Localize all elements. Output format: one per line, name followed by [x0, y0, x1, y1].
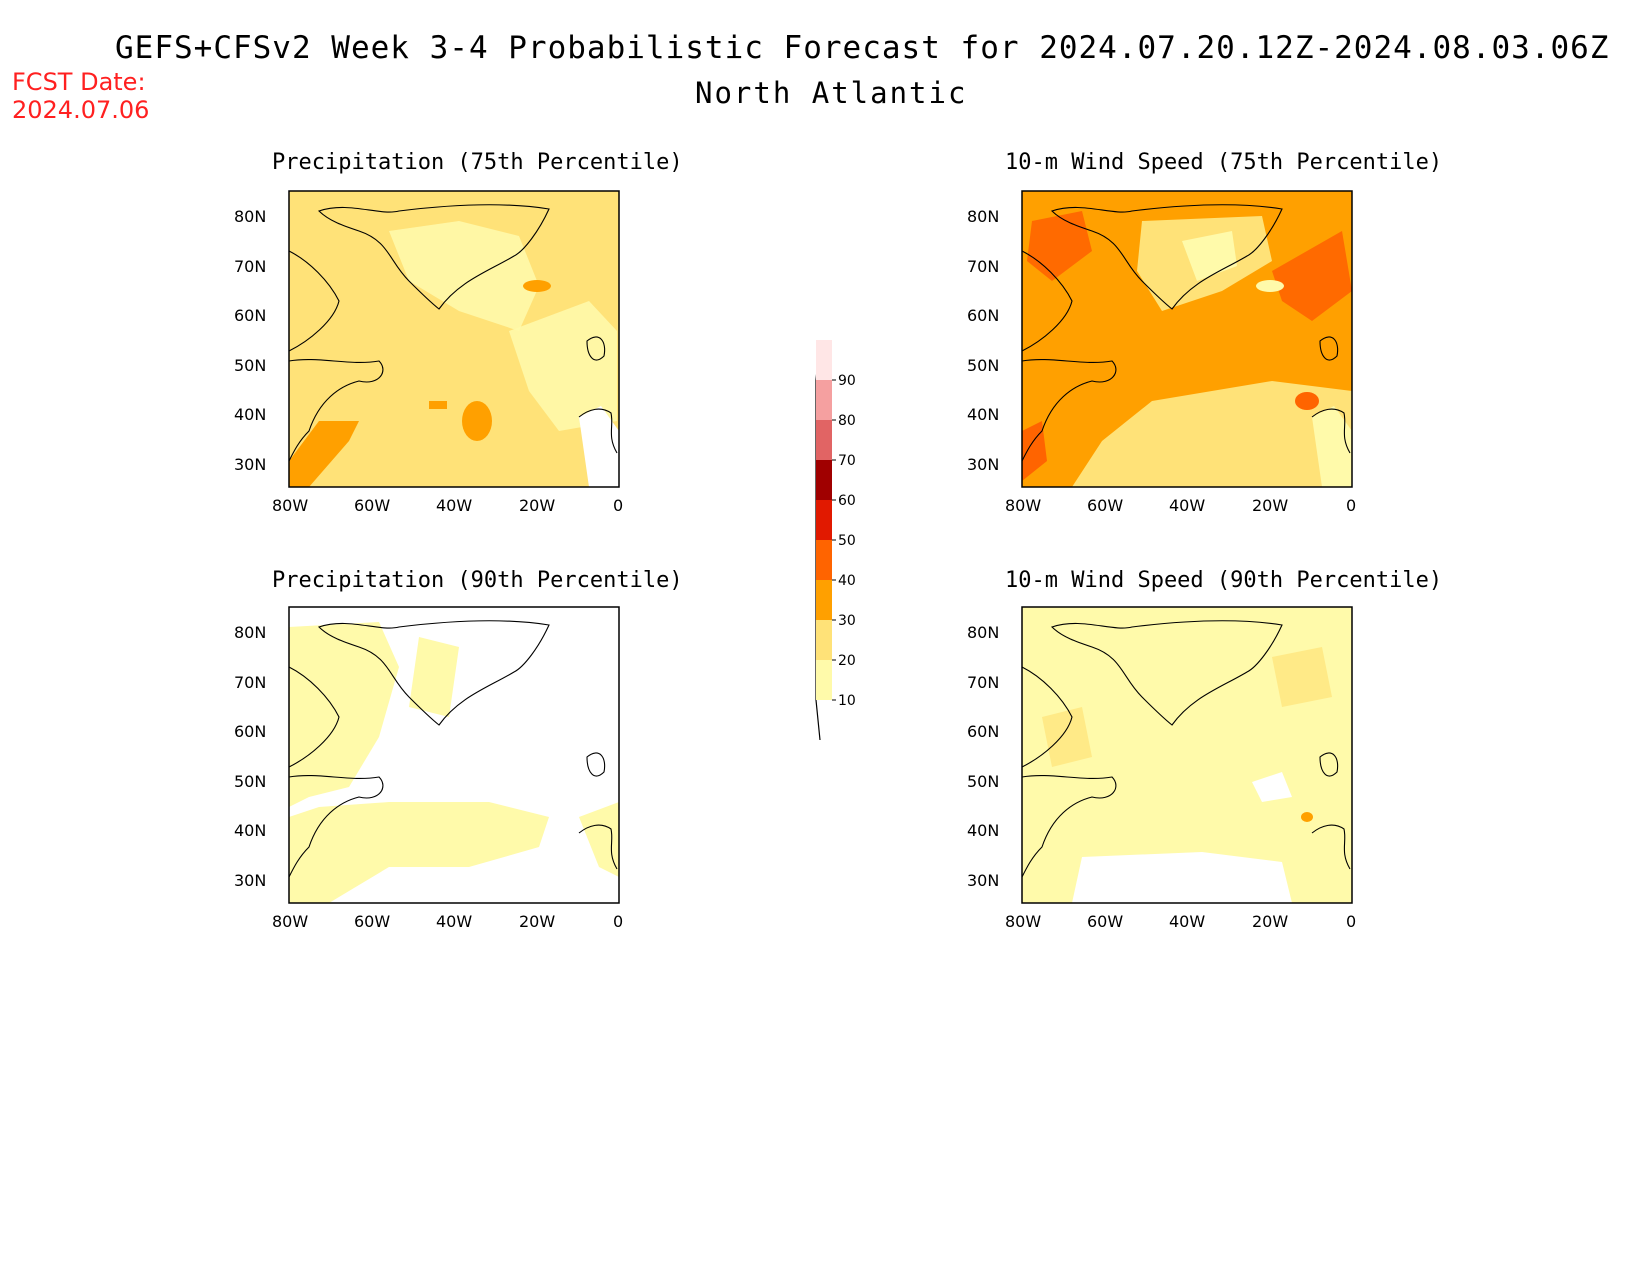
lon-axis-wind-90: 80W 60W 40W 20W 0 — [1005, 912, 1356, 931]
colorbar-label: 50 — [838, 533, 856, 549]
lat-label: 40N — [967, 405, 999, 424]
lat-label: 60N — [234, 722, 266, 741]
lon-label: 20W — [1252, 912, 1288, 931]
lat-label: 80N — [967, 207, 999, 226]
colorbar-label: 80 — [838, 413, 856, 429]
lat-label: 70N — [234, 257, 266, 276]
lon-label: 0 — [613, 496, 623, 515]
lat-label: 30N — [967, 455, 999, 474]
lon-axis-wind-75: 80W 60W 40W 20W 0 — [1005, 496, 1356, 515]
colorbar-label: 20 — [838, 653, 856, 669]
lon-label: 40W — [1169, 496, 1205, 515]
panel-title-wind-90: 10-m Wind Speed (90th Percentile) — [1005, 568, 1443, 593]
lon-label: 60W — [1087, 912, 1123, 931]
lat-label: 70N — [967, 257, 999, 276]
colorbar-cell — [816, 540, 832, 580]
lon-label: 80W — [272, 496, 308, 515]
colorbar-cell — [816, 660, 832, 700]
panel-title-precip-75: Precipitation (75th Percentile) — [272, 150, 683, 175]
colorbar-cell — [816, 420, 832, 460]
lat-label: 50N — [234, 356, 266, 375]
lat-label: 60N — [234, 306, 266, 325]
colorbar-label: 90 — [838, 373, 856, 389]
colorbar-cell — [816, 620, 832, 660]
lat-label: 60N — [967, 306, 999, 325]
lat-label: 40N — [234, 821, 266, 840]
colorbar-cell — [816, 580, 832, 620]
colorbar-label: 10 — [838, 693, 856, 709]
forecast-date-value: 2024.07.06 — [12, 96, 150, 124]
lon-axis-precip-75: 80W 60W 40W 20W 0 — [272, 496, 623, 515]
lat-label: 80N — [967, 623, 999, 642]
lat-label: 40N — [967, 821, 999, 840]
lon-label: 0 — [1346, 496, 1356, 515]
lat-label: 40N — [234, 405, 266, 424]
colorbar-cells — [816, 340, 832, 700]
colorbar-cell — [816, 340, 832, 380]
lon-label: 60W — [354, 912, 390, 931]
lon-label: 40W — [436, 912, 472, 931]
colorbar: 10 20 30 40 50 60 70 80 90 — [815, 339, 856, 741]
lon-label: 0 — [1346, 912, 1356, 931]
main-title-text: GEFS+CFSv2 Week 3-4 Probabilistic Foreca… — [115, 30, 1610, 66]
lon-axis-precip-90: 80W 60W 40W 20W 0 — [272, 912, 623, 931]
lon-label: 20W — [1252, 496, 1288, 515]
forecast-date-label: FCST Date: — [12, 68, 146, 96]
lat-axis-wind-90: 80N 70N 60N 50N 40N 30N — [967, 623, 999, 890]
lon-label: 80W — [272, 912, 308, 931]
lon-label: 0 — [613, 912, 623, 931]
lat-axis-precip-90: 80N 70N 60N 50N 40N 30N — [234, 623, 266, 890]
colorbar-cell — [816, 380, 832, 420]
lon-label: 20W — [519, 912, 555, 931]
lat-axis-precip-75: 80N 70N 60N 50N 40N 30N — [234, 207, 266, 474]
map-wind-90: 80N 70N 60N 50N 40N 30N 80W 60W 40W 20W … — [967, 606, 1356, 931]
lat-label: 50N — [967, 772, 999, 791]
lat-axis-wind-75: 80N 70N 60N 50N 40N 30N — [967, 207, 999, 474]
lon-label: 60W — [1087, 496, 1123, 515]
lat-label: 70N — [234, 673, 266, 692]
map-wind-75: 80N 70N 60N 50N 40N 30N 80W 60W 40W 20W … — [967, 190, 1356, 515]
lat-label: 80N — [234, 207, 266, 226]
lon-label: 40W — [1169, 912, 1205, 931]
colorbar-labels: 10 20 30 40 50 60 70 80 90 — [832, 373, 856, 709]
lat-label: 80N — [234, 623, 266, 642]
lat-label: 30N — [234, 455, 266, 474]
lon-label: 80W — [1005, 496, 1041, 515]
panel-title-precip-90: Precipitation (90th Percentile) — [272, 568, 683, 593]
lat-label: 30N — [967, 871, 999, 890]
lat-label: 50N — [234, 772, 266, 791]
colorbar-label: 70 — [838, 453, 856, 469]
lat-label: 70N — [967, 673, 999, 692]
lon-label: 20W — [519, 496, 555, 515]
map-precip-90: 80N 70N 60N 50N 40N 30N 80W 60W 40W 20W … — [234, 606, 623, 931]
lon-label: 80W — [1005, 912, 1041, 931]
panel-title-wind-75: 10-m Wind Speed (75th Percentile) — [1005, 150, 1443, 175]
forecast-date-block: FCST Date: 2024.07.06 — [12, 68, 149, 124]
colorbar-cell — [816, 500, 832, 540]
lat-label: 60N — [967, 722, 999, 741]
map-precip-75: 80N 70N 60N 50N 40N 30N 80W 60W 40W 20W … — [234, 190, 623, 515]
lon-label: 40W — [436, 496, 472, 515]
colorbar-label: 30 — [838, 613, 856, 629]
lat-label: 30N — [234, 871, 266, 890]
colorbar-label: 40 — [838, 573, 856, 589]
colorbar-label: 60 — [838, 493, 856, 509]
region-subtitle: North Atlantic — [695, 76, 968, 110]
lat-label: 50N — [967, 356, 999, 375]
lon-label: 60W — [354, 496, 390, 515]
colorbar-cell — [816, 460, 832, 500]
